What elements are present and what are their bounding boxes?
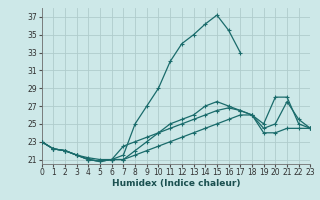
X-axis label: Humidex (Indice chaleur): Humidex (Indice chaleur)	[112, 179, 240, 188]
